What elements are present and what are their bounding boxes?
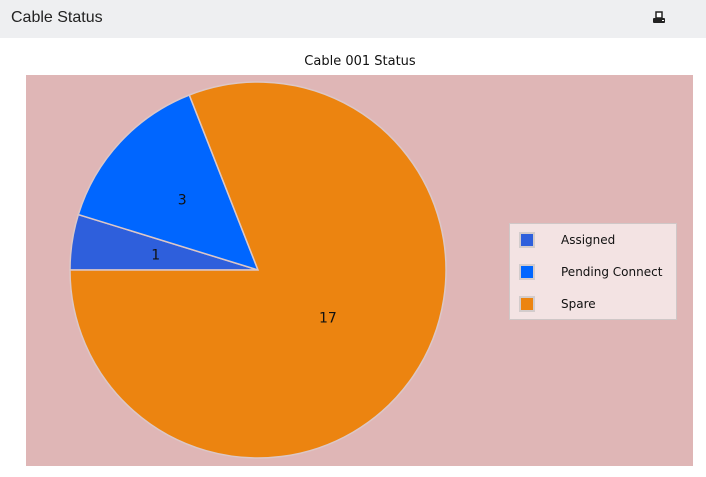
pie-slice-spare <box>69 81 447 459</box>
legend-swatch <box>519 264 535 280</box>
legend-label: Assigned <box>561 233 616 247</box>
header-bar: Cable Status <box>0 0 706 38</box>
legend-item-pending-connect: Pending Connect <box>519 263 662 281</box>
page-title: Cable Status <box>11 9 103 26</box>
data-label: 1 <box>151 248 160 264</box>
legend-item-spare: Spare <box>519 295 596 313</box>
pie-slice-pending-connect <box>77 94 260 272</box>
legend-item-assigned: Assigned <box>519 231 615 249</box>
legend-label: Spare <box>561 297 596 311</box>
legend-swatch <box>519 232 535 248</box>
data-label: 17 <box>319 311 337 327</box>
data-label: 3 <box>178 193 187 209</box>
chart-title: Cable 001 Status <box>304 54 416 69</box>
legend: Assigned Pending Connect Spare <box>509 223 677 320</box>
legend-label: Pending Connect <box>561 265 663 279</box>
printer-icon[interactable] <box>652 11 666 25</box>
legend-swatch <box>519 296 535 312</box>
